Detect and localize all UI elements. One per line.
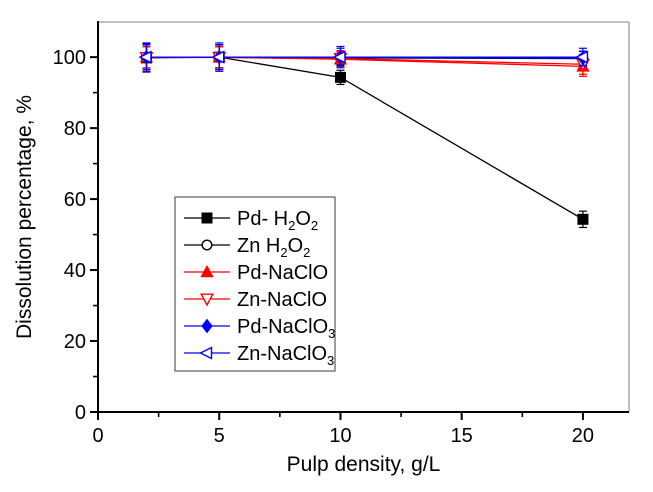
legend-marker-zn-naclo (200, 293, 214, 307)
series-line-pd-h2o2 (146, 56, 584, 220)
legend-marker-zn-naclo3 (198, 346, 213, 360)
x-tick-label: 5 (214, 425, 225, 447)
y-tick-label: 20 (64, 331, 86, 353)
legend-box (174, 196, 336, 372)
series-marker-zn-naclo3 (574, 50, 589, 64)
series-marker-zn-naclo3 (138, 50, 152, 64)
legend-label-zn-naclo: Zn-NaClO (237, 289, 327, 311)
x-tick-label: 10 (329, 425, 351, 447)
y-axis-title: Dissolution percentage, % (13, 95, 36, 339)
legend-label-pd-naclo: Pd-NaClO (237, 262, 328, 284)
series-marker-pd-h2o2 (577, 213, 589, 225)
legend-label-zn-naclo3: Zn-NaClO3 (237, 343, 334, 368)
y-tick-label: 40 (64, 260, 86, 282)
x-axis-title: Pulp density, g/L (287, 453, 441, 476)
legend-label-zn-h2o2: Zn H2O2 (237, 235, 310, 260)
y-tick-label: 60 (64, 189, 86, 211)
y-tick-label: 80 (64, 118, 86, 140)
series-marker-pd-h2o2 (334, 71, 346, 83)
y-tick-label: 0 (75, 402, 86, 424)
y-tick-label: 100 (53, 47, 86, 69)
legend-marker-zn-h2o2 (201, 239, 213, 251)
x-tick-label: 0 (92, 425, 103, 447)
x-tick-label: 20 (572, 425, 594, 447)
x-tick-label: 15 (451, 425, 473, 447)
series-marker-zn-naclo3 (332, 50, 346, 64)
legend-marker-pd-naclo3 (201, 318, 213, 334)
legend-marker-pd-naclo (200, 264, 214, 278)
legend-label-pd-naclo3: Pd-NaClO3 (237, 316, 335, 341)
legend-marker-pd-h2o2 (201, 212, 213, 224)
legend-label-pd-h2o2: Pd- H2O2 (237, 208, 318, 233)
series-marker-zn-naclo3 (211, 50, 225, 64)
